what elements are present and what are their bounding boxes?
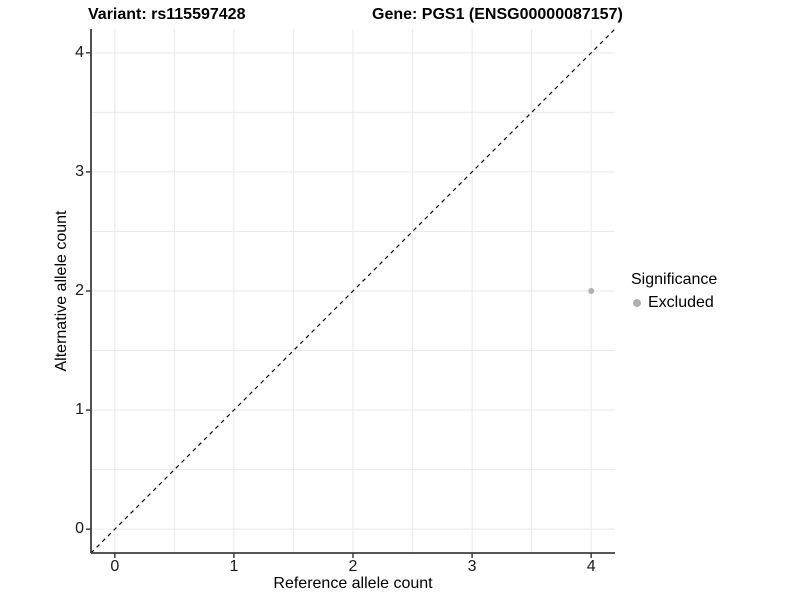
legend-item-label: Excluded: [648, 294, 714, 311]
legend-item-excluded: Excluded: [631, 293, 717, 313]
y-tick-label: 4: [75, 43, 84, 61]
plot-title-variant: Variant: rs115597428: [88, 6, 246, 23]
y-axis-title: Alternative allele count: [53, 210, 70, 372]
y-tick-label: 2: [75, 282, 84, 299]
x-tick-label: 4: [586, 558, 596, 575]
data-point: [588, 288, 595, 294]
plot-title-gene: Gene: PGS1 (ENSG00000087157): [372, 6, 623, 23]
y-tick-label: 1: [75, 401, 84, 419]
y-tick-label: 3: [75, 162, 84, 180]
x-tick-label: 0: [110, 558, 120, 575]
identity-dashed-line: [90, 28, 616, 554]
x-tick-label: 1: [229, 558, 239, 575]
x-tick-label: 2: [348, 558, 358, 575]
legend: Significance Excluded: [631, 270, 717, 313]
x-tick-label: 3: [467, 558, 477, 575]
x-axis-title: Reference allele count: [273, 575, 433, 592]
legend-title: Significance: [631, 271, 718, 288]
y-tick-label: 0: [75, 520, 84, 538]
legend-point-icon: [633, 299, 641, 307]
